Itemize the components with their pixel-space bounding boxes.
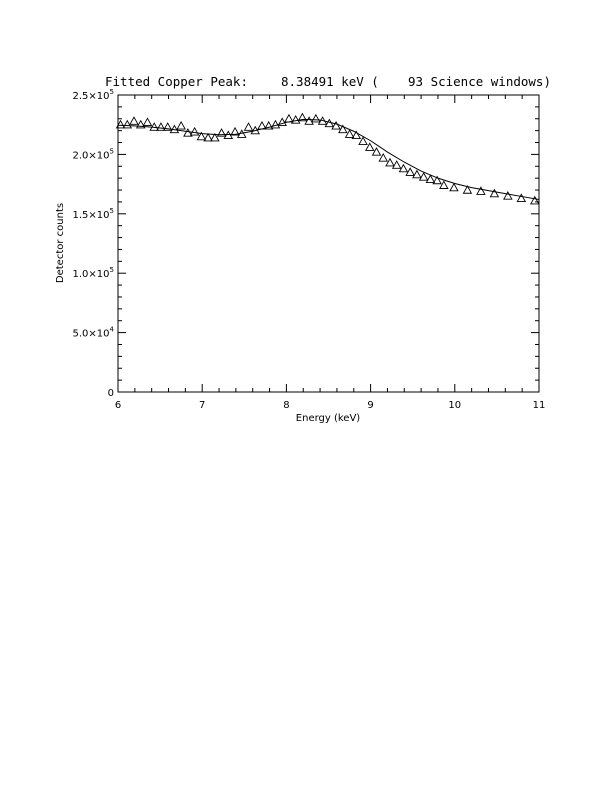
data-point <box>250 125 261 135</box>
y-tick-label: 1.0×105 <box>73 266 114 280</box>
y-axis-ticks: 0 5.0×104 1.0×105 1.5×105 2.0×105 2.5×105 <box>73 88 539 399</box>
data-point <box>277 117 287 126</box>
data-point <box>385 157 395 167</box>
data-point <box>122 119 133 129</box>
data-point <box>243 122 254 131</box>
title-windows: 93 Science windows) <box>408 74 551 89</box>
y-tick-label: 0 <box>108 388 114 399</box>
data-point <box>129 116 139 125</box>
data-point <box>516 193 527 203</box>
title-label: Fitted Copper Peak: <box>105 74 248 89</box>
y-tick-label: 2.5×105 <box>73 88 114 102</box>
data-point <box>135 119 146 129</box>
data-point <box>284 113 294 123</box>
x-tick-label: 10 <box>448 400 461 411</box>
data-point <box>270 119 281 129</box>
data-point <box>439 180 449 189</box>
data-point <box>425 174 436 184</box>
data-point <box>449 182 459 192</box>
data-point <box>530 195 540 205</box>
data-point <box>476 186 486 195</box>
data-point <box>489 188 500 198</box>
data-point <box>371 147 382 156</box>
data-point <box>391 160 402 169</box>
data-point <box>237 129 247 138</box>
data-point <box>405 167 415 176</box>
data-point <box>115 119 126 129</box>
data-point <box>156 122 166 131</box>
data-point <box>257 120 267 130</box>
x-tick-label: 8 <box>283 400 289 411</box>
x-tick-label: 7 <box>199 400 205 411</box>
chart-title: Fitted Copper Peak: 8.38491 keV ( 93 Sci… <box>105 74 551 89</box>
data-point <box>149 122 159 131</box>
y-tick-label: 1.5×105 <box>73 207 114 221</box>
fit-curve-layer <box>117 118 540 201</box>
y-tick-label: 5.0×104 <box>73 326 115 340</box>
data-point <box>263 120 274 130</box>
data-point <box>358 136 368 145</box>
data-point <box>331 120 341 130</box>
data-point <box>378 153 388 162</box>
data-point <box>230 126 240 136</box>
data-point <box>503 191 513 200</box>
fit-curve <box>117 118 540 201</box>
x-axis-label: Energy (keV) <box>296 413 361 424</box>
data-point <box>169 124 180 134</box>
data-point <box>196 131 207 141</box>
data-point <box>364 142 375 151</box>
data-point <box>418 172 429 181</box>
data-point <box>216 128 227 137</box>
y-axis-label: Detector counts <box>55 203 66 283</box>
data-point <box>142 117 153 126</box>
data-point <box>412 169 422 179</box>
x-tick-label: 6 <box>115 400 121 411</box>
data-point <box>223 130 234 140</box>
data-point <box>203 132 213 142</box>
data-point <box>338 124 348 134</box>
title-energy: 8.38491 keV ( <box>281 74 379 89</box>
x-axis-ticks: 6 7 8 9 10 11 <box>115 95 546 411</box>
data-point <box>304 116 314 125</box>
plot-frame <box>117 94 540 393</box>
data-point <box>176 120 186 130</box>
data-point <box>344 129 355 138</box>
x-tick-label: 11 <box>533 400 546 411</box>
data-point <box>351 130 362 140</box>
data-point <box>317 116 328 125</box>
data-points-layer <box>115 112 540 205</box>
data-point <box>462 185 473 194</box>
y-tick-label: 2.0×105 <box>73 147 114 161</box>
data-point <box>324 118 335 128</box>
data-point <box>189 126 200 136</box>
data-point <box>183 128 193 137</box>
x-tick-label: 9 <box>367 400 373 411</box>
data-point <box>290 115 301 124</box>
data-point <box>398 163 409 173</box>
data-point <box>432 175 442 185</box>
data-point <box>297 112 308 122</box>
data-point <box>162 122 173 131</box>
data-point <box>311 113 321 123</box>
data-point <box>210 132 220 142</box>
